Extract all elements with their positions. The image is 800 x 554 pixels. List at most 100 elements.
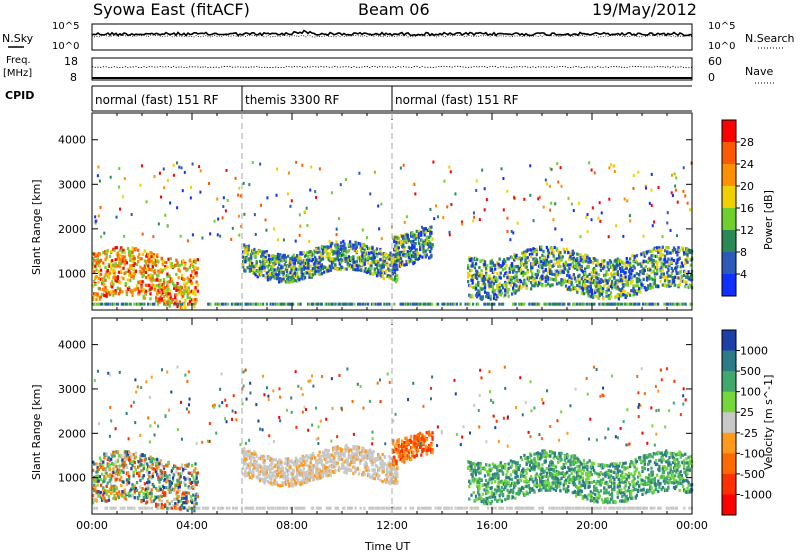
- echo-cell: [158, 498, 161, 502]
- echo-cell: [99, 258, 103, 262]
- echo-cell: [121, 290, 124, 294]
- echo-cell: [582, 259, 586, 263]
- echo-cell: [359, 242, 362, 246]
- echo-cell: [519, 302, 522, 306]
- echo-cell: [602, 289, 605, 293]
- echo-cell: [258, 472, 262, 476]
- echo-cell: [117, 270, 121, 274]
- echo-cell: [643, 286, 646, 290]
- echo-cell: [183, 481, 186, 485]
- echo-cell: [580, 258, 583, 262]
- echo-cell: [663, 279, 667, 283]
- echo-cell: [397, 506, 400, 510]
- echo-cell: [188, 300, 192, 304]
- echo-cell: [518, 256, 522, 260]
- echo-cell: [279, 506, 282, 510]
- echo-cell: [536, 273, 540, 277]
- echo-cell: [175, 483, 178, 488]
- echo-cell: [182, 294, 185, 298]
- echo-cell: [355, 249, 358, 254]
- echo-cell: [297, 268, 300, 272]
- echo-cell: [600, 259, 604, 263]
- echo-cell: [105, 489, 108, 493]
- echo-cell: [161, 474, 165, 478]
- echo-cell: [133, 489, 136, 493]
- echo-cell: [677, 302, 680, 306]
- echo-cell: [682, 166, 685, 170]
- echo-cell: [298, 464, 301, 468]
- echo-cell: [502, 302, 505, 306]
- echo-cell: [548, 251, 551, 255]
- echo-cell: [638, 506, 641, 510]
- echo-cell: [281, 256, 284, 260]
- echo-cell: [105, 252, 108, 256]
- echo-cell: [572, 302, 575, 306]
- echo-cell: [512, 286, 515, 290]
- echo-cell: [624, 265, 627, 269]
- echo-cell: [199, 169, 202, 173]
- echo-cell: [169, 296, 172, 300]
- echo-cell: [635, 254, 639, 258]
- echo-cell: [559, 264, 562, 269]
- echo-cell: [652, 262, 655, 267]
- freq-label: Freq.: [6, 55, 31, 66]
- echo-cell: [110, 483, 113, 487]
- echo-cell: [403, 220, 406, 224]
- echo-cell: [545, 258, 549, 262]
- echo-cell: [352, 247, 355, 251]
- echo-cell: [306, 251, 309, 255]
- echo-cell: [519, 506, 522, 510]
- echo-cell: [289, 506, 292, 510]
- echo-cell: [115, 279, 118, 283]
- echo-cell: [166, 499, 169, 503]
- echo-cell: [317, 258, 320, 262]
- echo-cell: [588, 272, 591, 277]
- echo-cell: [533, 302, 536, 306]
- echo-cell: [248, 183, 251, 187]
- echo-cell: [271, 272, 274, 276]
- echo-cell: [191, 500, 194, 505]
- echo-cell: [506, 216, 509, 220]
- echo-cell: [509, 283, 513, 287]
- echo-cell: [344, 254, 347, 258]
- echo-cell: [499, 271, 502, 275]
- echo-cell: [583, 506, 586, 510]
- echo-cell: [254, 452, 257, 456]
- echo-cell: [302, 506, 305, 510]
- echo-cell: [370, 266, 373, 271]
- echo-cell: [294, 456, 298, 460]
- echo-cell: [588, 302, 591, 306]
- echo-cell: [596, 259, 599, 263]
- echo-cell: [383, 302, 386, 306]
- echo-cell: [364, 250, 367, 254]
- echo-cell: [296, 461, 299, 465]
- echo-cell: [291, 279, 294, 284]
- echo-cell: [555, 302, 558, 306]
- echo-cell: [665, 246, 668, 250]
- echo-cell: [365, 268, 369, 272]
- echo-cell: [324, 245, 327, 249]
- noise-search-label: N.Search: [745, 32, 795, 45]
- echo-cell: [266, 265, 270, 269]
- echo-cell: [540, 506, 543, 510]
- echo-cell: [493, 302, 496, 306]
- echo-cell: [157, 477, 160, 482]
- echo-cell: [605, 302, 608, 306]
- echo-cell: [122, 470, 125, 475]
- freq-tick-8: 8: [70, 71, 77, 84]
- echo-cell: [151, 274, 154, 278]
- echo-cell: [685, 280, 688, 284]
- echo-cell: [569, 506, 572, 510]
- echo-cell: [103, 479, 106, 483]
- echo-cell: [408, 252, 412, 256]
- echo-cell: [289, 465, 292, 470]
- echo-cell: [319, 258, 322, 262]
- echo-cell: [635, 506, 638, 510]
- echo-cell: [144, 263, 148, 267]
- echo-cell: [393, 278, 397, 282]
- echo-cell: [527, 506, 530, 510]
- echo-cell: [553, 245, 556, 250]
- echo-cell: [395, 262, 398, 266]
- echo-cell: [382, 254, 385, 259]
- echo-cell: [98, 252, 102, 256]
